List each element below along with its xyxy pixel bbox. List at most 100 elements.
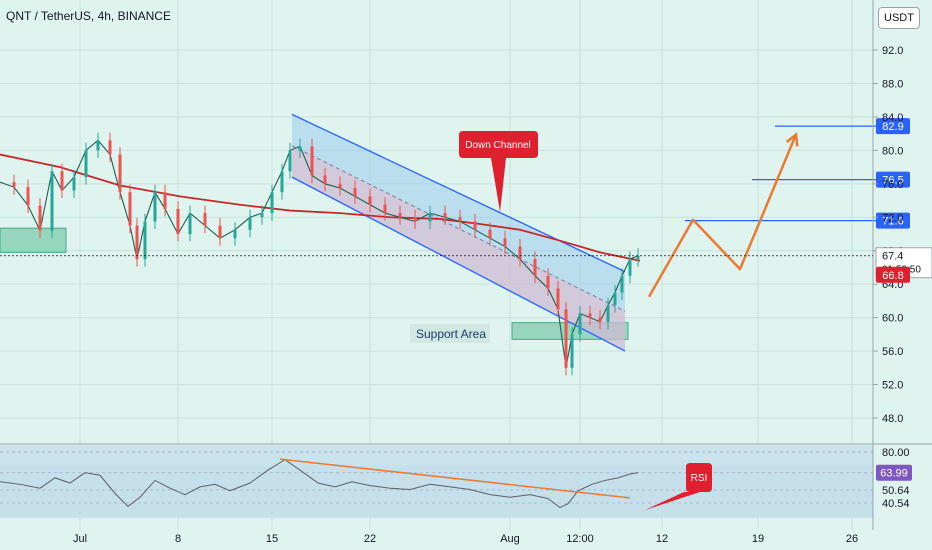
candle-body (458, 217, 462, 222)
candle-body (60, 171, 64, 191)
time-tick-label: 26 (846, 533, 858, 545)
price-labels: 67.401:59:5066.8 (0, 247, 932, 283)
candle-body (323, 175, 327, 184)
price-tick-label: 48.0 (882, 413, 903, 425)
candle-body (383, 204, 387, 214)
ma-price-badge (876, 266, 910, 283)
price-tick-label: 92.0 (882, 45, 903, 57)
candle-body (176, 208, 180, 234)
candle-body (96, 140, 100, 151)
price-tick-label: 88.0 (882, 78, 903, 90)
down-channel (291, 113, 626, 352)
time-tick-label: Jul (73, 533, 87, 545)
rsi-axis-label: 40.54 (882, 498, 910, 510)
rsi-axis-label: 63.99 (880, 468, 908, 480)
candle-body (12, 182, 16, 188)
target-levels: 82.9 76.5 71.6 (685, 118, 910, 229)
candle-body (570, 334, 574, 368)
price-series (0, 132, 640, 376)
target-level-badge (876, 118, 910, 135)
time-tick-label: 12:00 (566, 533, 594, 545)
target-level-label: 82.9 (882, 121, 903, 133)
candle-body (270, 192, 274, 214)
candle-body (413, 217, 417, 222)
candle-body (556, 288, 560, 310)
candle-body (26, 187, 30, 206)
candle-body (503, 238, 507, 247)
candle-body (620, 275, 624, 293)
current-price-label: 67.4 (882, 251, 903, 263)
rsi-trendline (279, 458, 631, 499)
candle-body (564, 309, 568, 368)
price-tick-label: 60.0 (882, 313, 903, 325)
rsi-line (0, 459, 639, 509)
currency-selector[interactable]: USDT (878, 7, 920, 29)
rsi-callout-label: RSI (691, 473, 708, 484)
candle-body (398, 213, 402, 218)
candle-body (473, 221, 477, 230)
price-tick-label: 80.0 (882, 145, 903, 157)
candle-body (298, 146, 302, 151)
channel-upper-line (291, 113, 626, 273)
target-level-label: 76.5 (882, 175, 903, 187)
callout-shape (459, 131, 538, 212)
grid (0, 0, 873, 530)
time-tick-label: 15 (266, 533, 278, 545)
projection-arrowhead (785, 132, 799, 147)
symbol-title[interactable]: QNT / TetherUS, 4h, BINANCE (6, 9, 171, 23)
candle-body (163, 192, 167, 209)
channel-lower-fill (292, 145, 625, 352)
candle-body (38, 205, 42, 231)
candle-body (108, 140, 112, 155)
candle-body (260, 213, 264, 218)
rsi-panel (0, 445, 873, 518)
price-tick-label: 76.0 (882, 179, 903, 191)
candle-body (118, 154, 122, 193)
candle-body (578, 313, 582, 335)
price-tick-label: 56.0 (882, 346, 903, 358)
time-axis[interactable]: Jul 8 15 22 Aug 12:00 12 19 26 (73, 533, 858, 545)
support-zone (0, 227, 67, 253)
candle-body (598, 317, 602, 322)
rsi-series: RSI (0, 451, 873, 517)
target-level-badge (876, 212, 910, 229)
candle-body (50, 171, 54, 231)
candle-body (84, 150, 88, 178)
rsi-axis-label: 80.00 (882, 447, 910, 459)
price-tick-label: 72.0 (882, 212, 903, 224)
support-area-label: Support Area (416, 327, 486, 341)
candle-body (636, 255, 640, 260)
support-area-label-bg (410, 324, 490, 343)
candle-body (72, 177, 76, 191)
candle-body (588, 313, 592, 318)
candle-body (368, 196, 372, 205)
candle-body (518, 246, 522, 260)
time-tick-label: 12 (656, 533, 668, 545)
projection-line (647, 133, 798, 298)
candle-body (488, 229, 492, 239)
candle-body (128, 192, 132, 226)
rsi-band (0, 464, 873, 517)
candle-body (288, 150, 292, 172)
candle-body (338, 183, 342, 188)
candle-body (628, 259, 632, 276)
candle-body (606, 305, 610, 322)
time-tick-label: 22 (364, 533, 376, 545)
rsi-current-badge (876, 464, 912, 481)
candle-body (443, 213, 447, 218)
candle-body (218, 225, 222, 239)
price-tick-label: 84.0 (882, 112, 903, 124)
candle-body (233, 229, 237, 239)
channel-mid-line (291, 145, 626, 312)
candle-body (280, 171, 284, 193)
projection-path (647, 132, 799, 298)
candle-body (143, 221, 147, 260)
target-level-label: 71.6 (882, 216, 903, 228)
callout-label: Down Channel (465, 140, 531, 151)
candle-body (428, 213, 432, 222)
candle-body (153, 192, 157, 222)
price-tick-label: 52.0 (882, 380, 903, 392)
time-tick-label: Aug (500, 533, 520, 545)
